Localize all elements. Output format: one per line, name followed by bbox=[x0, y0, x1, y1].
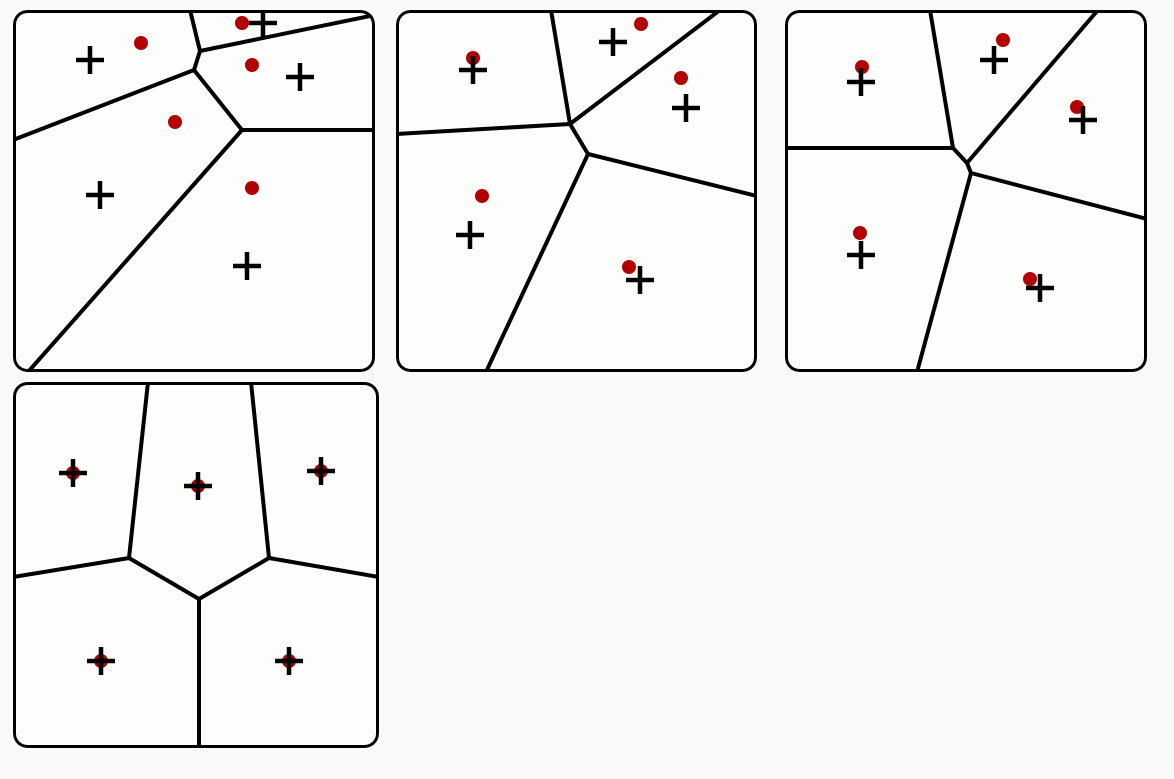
generator-cross-icon bbox=[672, 94, 700, 122]
generator-cross-icon bbox=[184, 472, 212, 500]
generator-cross-icon bbox=[1026, 274, 1054, 302]
centroid-dot bbox=[475, 189, 489, 203]
generator-cross-icon bbox=[459, 56, 487, 84]
voronoi-edge bbox=[192, 68, 244, 132]
voronoi-panel-step-3 bbox=[785, 10, 1147, 372]
voronoi-edge bbox=[197, 556, 271, 601]
generator-cross-icon bbox=[59, 459, 87, 487]
voronoi-edge bbox=[13, 68, 196, 142]
voronoi-edge bbox=[396, 122, 572, 136]
centroid-dot bbox=[674, 71, 688, 85]
voronoi-edge bbox=[965, 10, 1100, 165]
centroid-dot bbox=[245, 181, 259, 195]
centroid-dot bbox=[245, 58, 259, 72]
voronoi-edge bbox=[586, 152, 757, 198]
voronoi-edge bbox=[568, 122, 590, 156]
voronoi-edge bbox=[188, 10, 202, 53]
voronoi-edge bbox=[549, 10, 572, 126]
generator-cross-icon bbox=[599, 28, 627, 56]
centroid-dot bbox=[134, 36, 148, 50]
voronoi-panel-step-1 bbox=[13, 10, 375, 372]
voronoi-edge bbox=[192, 49, 202, 72]
voronoi-edge bbox=[127, 556, 201, 601]
voronoi-edge bbox=[267, 556, 379, 579]
voronoi-edge bbox=[198, 13, 375, 53]
voronoi-edge bbox=[249, 382, 271, 560]
centroid-dot bbox=[622, 260, 636, 274]
voronoi-edge bbox=[915, 171, 973, 372]
generator-cross-icon bbox=[1069, 106, 1097, 134]
voronoi-edge bbox=[127, 382, 150, 560]
generator-cross-icon bbox=[286, 63, 314, 91]
generator-cross-icon bbox=[87, 647, 115, 675]
generator-cross-icon bbox=[86, 181, 114, 209]
voronoi-edge bbox=[568, 10, 722, 126]
generator-cross-icon bbox=[249, 10, 277, 37]
generator-cross-icon bbox=[233, 252, 261, 280]
centroid-dot bbox=[235, 16, 249, 30]
centroid-dot bbox=[855, 60, 869, 74]
voronoi-edge bbox=[13, 556, 131, 579]
generator-cross-icon bbox=[847, 241, 875, 269]
centroid-dot bbox=[853, 226, 867, 240]
voronoi-diagram-step-1 bbox=[13, 10, 375, 372]
voronoi-edge bbox=[969, 171, 1147, 221]
generator-cross-icon bbox=[980, 46, 1008, 74]
centroid-dot bbox=[634, 17, 648, 31]
voronoi-edge bbox=[26, 128, 244, 372]
voronoi-edge bbox=[951, 146, 969, 165]
voronoi-panel-step-2 bbox=[396, 10, 757, 372]
panel-frame bbox=[13, 10, 375, 372]
generator-cross-icon bbox=[275, 647, 303, 675]
voronoi-panel-step-4 bbox=[13, 382, 379, 748]
generator-cross-icon bbox=[626, 266, 654, 294]
voronoi-edge bbox=[928, 10, 955, 150]
centroid-dot bbox=[996, 33, 1010, 47]
generator-cross-icon bbox=[76, 46, 104, 74]
centroid-dot bbox=[1023, 272, 1037, 286]
panel-frame bbox=[396, 10, 757, 372]
centroid-dot bbox=[168, 115, 182, 129]
generator-cross-icon bbox=[847, 68, 875, 96]
centroid-dot bbox=[1070, 100, 1084, 114]
panel-frame bbox=[13, 382, 379, 748]
voronoi-diagram-step-2 bbox=[396, 10, 757, 372]
voronoi-edge bbox=[484, 152, 590, 372]
voronoi-diagram-step-3 bbox=[785, 10, 1147, 372]
generator-cross-icon bbox=[307, 457, 335, 485]
panel-frame bbox=[785, 10, 1147, 372]
generator-cross-icon bbox=[456, 221, 484, 249]
voronoi-diagram-step-4 bbox=[13, 382, 379, 748]
